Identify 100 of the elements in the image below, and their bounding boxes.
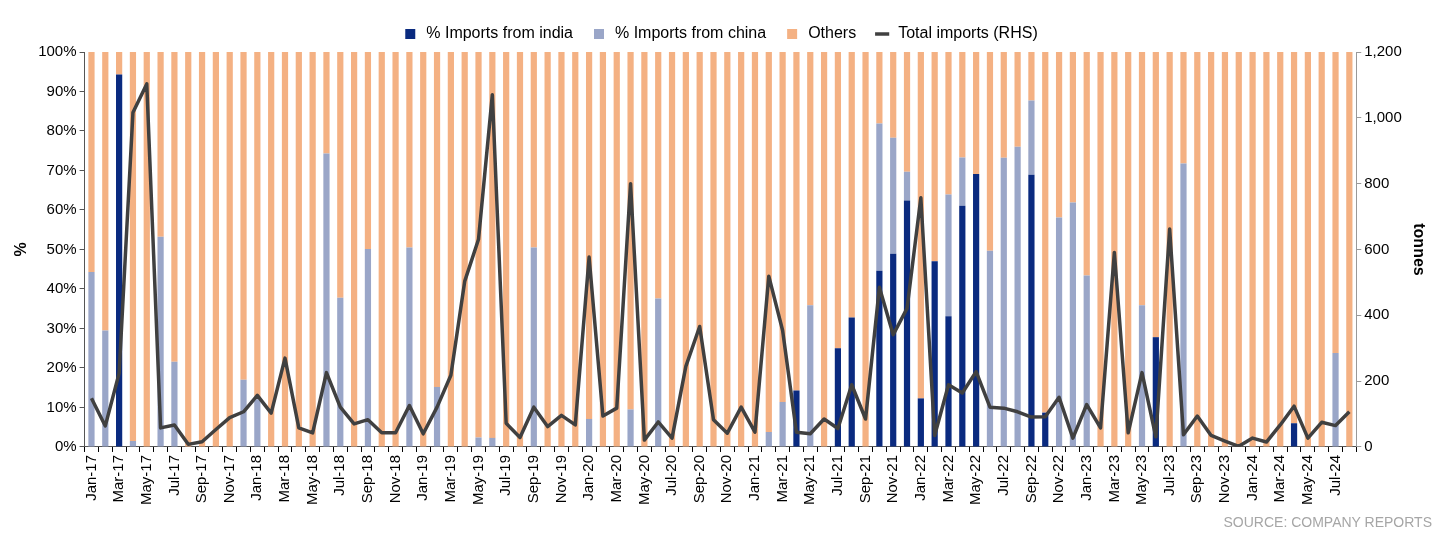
bar bbox=[157, 52, 164, 237]
y2-tick-label: 200 bbox=[1364, 371, 1390, 389]
x-tick-label: Sep-17 bbox=[192, 454, 210, 504]
bar bbox=[917, 398, 924, 447]
bar bbox=[1028, 174, 1035, 447]
y2-tick-label: 1,000 bbox=[1364, 107, 1402, 125]
bar bbox=[1249, 52, 1256, 447]
x-tick-label: Mar-17 bbox=[109, 454, 127, 503]
bar bbox=[364, 249, 372, 447]
x-tick-label: May-20 bbox=[634, 454, 652, 506]
bar bbox=[1221, 52, 1229, 447]
bar bbox=[876, 123, 883, 271]
bar bbox=[973, 52, 980, 175]
x-tick-label: Jul-20 bbox=[662, 454, 680, 496]
y2-tick-label: 800 bbox=[1364, 173, 1390, 191]
bar bbox=[724, 52, 731, 447]
bar bbox=[226, 52, 233, 447]
x-tick-label: Mar-22 bbox=[938, 454, 956, 503]
bar bbox=[599, 52, 607, 447]
bar bbox=[323, 153, 330, 447]
bar bbox=[890, 52, 897, 138]
bar bbox=[558, 52, 565, 447]
bar bbox=[1028, 52, 1035, 101]
bar bbox=[793, 52, 800, 391]
bar bbox=[848, 52, 855, 318]
y2-axis-title: tonnes bbox=[1410, 223, 1428, 276]
bar bbox=[544, 52, 551, 447]
bar bbox=[88, 52, 95, 273]
x-tick-label: Sep-18 bbox=[358, 454, 376, 504]
bar bbox=[807, 52, 814, 306]
bar bbox=[1318, 52, 1325, 447]
bar bbox=[1028, 100, 1035, 175]
y-tick-label: 0% bbox=[54, 437, 77, 455]
bar bbox=[682, 52, 689, 447]
bar bbox=[268, 52, 275, 447]
y-tick-label: 40% bbox=[46, 279, 77, 297]
x-tick-label: Sep-22 bbox=[1021, 454, 1039, 504]
bar bbox=[945, 52, 952, 195]
bar bbox=[1235, 52, 1242, 447]
bar bbox=[489, 437, 496, 447]
x-tick-label: Jan-20 bbox=[579, 454, 597, 501]
bar bbox=[116, 52, 123, 75]
bar bbox=[655, 52, 662, 299]
bar bbox=[88, 272, 95, 447]
y-tick-label: 90% bbox=[46, 81, 77, 99]
bar bbox=[254, 399, 261, 447]
bar bbox=[281, 52, 289, 447]
bar bbox=[240, 379, 247, 447]
bar bbox=[295, 52, 302, 447]
x-tick-label: May-18 bbox=[302, 454, 320, 506]
bar bbox=[1042, 52, 1049, 413]
bar bbox=[530, 247, 537, 447]
bar bbox=[212, 52, 219, 447]
bar bbox=[171, 361, 178, 447]
bar bbox=[1277, 52, 1284, 447]
bar bbox=[765, 52, 772, 432]
bar bbox=[364, 52, 372, 250]
bar bbox=[185, 52, 192, 447]
x-tick-label: May-23 bbox=[1132, 454, 1150, 506]
legend-label: Total imports (RHS) bbox=[898, 24, 1038, 42]
bar bbox=[1332, 352, 1339, 447]
y2-tick-label: 400 bbox=[1364, 305, 1390, 323]
bar bbox=[447, 52, 454, 447]
bar bbox=[627, 409, 634, 447]
bar bbox=[1097, 52, 1104, 447]
x-tick-label: May-19 bbox=[468, 454, 486, 506]
y-tick-label: 100% bbox=[38, 42, 77, 60]
bar bbox=[1290, 423, 1298, 447]
bar bbox=[1290, 52, 1298, 424]
bar bbox=[668, 52, 676, 447]
y-tick-label: 60% bbox=[46, 200, 77, 218]
x-tick-label: Jul-21 bbox=[828, 454, 846, 496]
legend-label: % Imports from china bbox=[614, 24, 767, 42]
bar bbox=[1055, 52, 1063, 218]
x-tick-label: May-21 bbox=[800, 454, 818, 506]
bar bbox=[738, 52, 745, 447]
bar bbox=[710, 52, 717, 447]
bar bbox=[1332, 52, 1339, 353]
bar bbox=[323, 52, 330, 154]
y-tick-label: 10% bbox=[46, 397, 77, 415]
x-tick-label: Sep-23 bbox=[1187, 454, 1205, 504]
bar bbox=[1014, 52, 1021, 147]
bar bbox=[779, 401, 786, 447]
x-tick-label: Mar-18 bbox=[275, 454, 293, 503]
x-tick-label: Nov-17 bbox=[219, 454, 237, 504]
bar bbox=[1138, 52, 1146, 306]
x-tick-label: Jan-21 bbox=[745, 454, 763, 501]
bar bbox=[862, 52, 869, 447]
bar bbox=[378, 52, 385, 447]
x-tick-label: Sep-21 bbox=[855, 454, 873, 504]
bar bbox=[1069, 52, 1077, 203]
y2-tick-label: 600 bbox=[1364, 239, 1390, 257]
x-tick-label: Jul-18 bbox=[330, 454, 348, 496]
x-tick-label: Sep-20 bbox=[689, 454, 707, 504]
bar bbox=[337, 52, 344, 298]
y2-tick-label: 1,200 bbox=[1364, 42, 1402, 60]
bar bbox=[765, 431, 772, 447]
x-tick-label: Jan-24 bbox=[1242, 454, 1260, 501]
bar bbox=[820, 52, 828, 447]
bar bbox=[351, 52, 358, 447]
